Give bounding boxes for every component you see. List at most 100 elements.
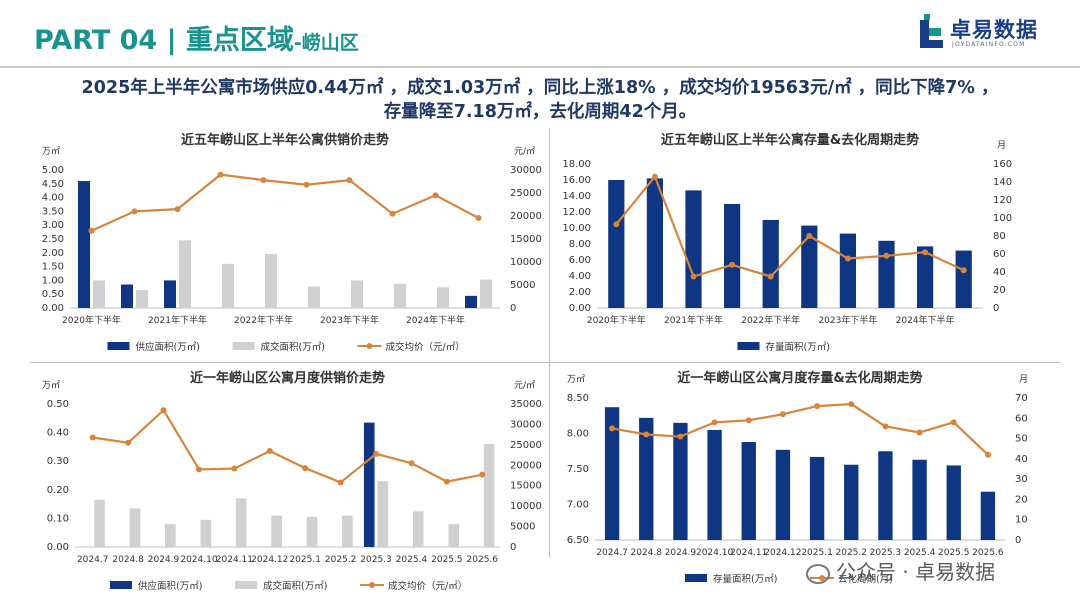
watermark-text: 公众号 · 卓易数据 bbox=[836, 560, 996, 584]
header-rule bbox=[0, 66, 1080, 68]
y2-tick-label: 20 bbox=[993, 285, 1006, 296]
bar bbox=[707, 429, 722, 540]
line-point bbox=[217, 171, 224, 178]
x-tick-label: 2025.2 bbox=[325, 555, 357, 565]
y2-tick-label: 100 bbox=[993, 213, 1012, 224]
y2-tick-label: 30 bbox=[1015, 474, 1028, 485]
line-point bbox=[231, 465, 238, 472]
y2-tick-label: 10000 bbox=[510, 257, 542, 268]
bar bbox=[93, 280, 105, 308]
legend-label: 去化周期(月) bbox=[838, 573, 893, 585]
y2-tick-label: 60 bbox=[1015, 413, 1028, 424]
bar bbox=[762, 220, 779, 308]
y-axis-label: 万㎡ bbox=[42, 146, 60, 157]
bar bbox=[465, 295, 477, 308]
y2-tick-label: 160 bbox=[993, 159, 1012, 170]
bar bbox=[179, 240, 191, 308]
bar bbox=[608, 180, 625, 308]
y2-tick-label: 120 bbox=[993, 195, 1012, 206]
line-point bbox=[883, 252, 890, 259]
bar bbox=[844, 464, 859, 540]
x-tick-label: 2022年下半年 bbox=[234, 314, 293, 326]
legend-marker bbox=[369, 582, 375, 588]
legend-swatch bbox=[685, 574, 707, 582]
y2-tick-label: 30000 bbox=[510, 165, 542, 176]
y-tick-label: 0.40 bbox=[47, 428, 69, 439]
y-tick-label: 0.00 bbox=[569, 303, 591, 314]
section-title: 重点区域 bbox=[185, 25, 294, 56]
bar bbox=[741, 442, 756, 540]
x-tick-label: 2024.11 bbox=[216, 555, 253, 565]
legend-label: 成交均价（元/㎡） bbox=[386, 341, 465, 353]
y2-axis-label: 月 bbox=[997, 140, 1006, 151]
line-point bbox=[195, 466, 202, 473]
y-tick-label: 4.00 bbox=[569, 271, 591, 282]
line-point bbox=[303, 181, 310, 188]
y2-axis-label: 元/㎡ bbox=[514, 146, 535, 157]
line-point bbox=[89, 434, 96, 441]
y-tick-label: 5.00 bbox=[42, 165, 64, 176]
y-tick-label: 6.00 bbox=[569, 255, 591, 266]
y2-tick-label: 35000 bbox=[510, 399, 542, 410]
bar bbox=[121, 284, 133, 308]
line-point bbox=[174, 206, 181, 213]
line-point bbox=[950, 419, 957, 426]
x-tick-label: 2025.5 bbox=[431, 555, 463, 565]
bar bbox=[646, 178, 664, 308]
part-label: PART 04 bbox=[34, 25, 158, 56]
x-tick-label: 2023年下半年 bbox=[818, 314, 877, 326]
legend-swatch bbox=[232, 342, 255, 350]
bar bbox=[801, 225, 818, 308]
x-tick-label: 2024.9 bbox=[148, 555, 180, 565]
bar bbox=[878, 240, 895, 308]
bar bbox=[685, 190, 702, 308]
y2-tick-label: 0 bbox=[510, 542, 516, 553]
bar bbox=[129, 508, 141, 547]
y-tick-label: 7.00 bbox=[567, 500, 589, 511]
line-point bbox=[609, 425, 616, 432]
y-tick-label: 6.50 bbox=[567, 535, 589, 546]
bar bbox=[946, 465, 961, 540]
line-point bbox=[677, 433, 684, 440]
y-tick-label: 0.50 bbox=[42, 289, 64, 300]
y2-tick-label: 15000 bbox=[510, 481, 542, 492]
y2-tick-label: 0 bbox=[993, 303, 999, 314]
x-tick-label: 2025.3 bbox=[360, 555, 392, 565]
line-point bbox=[814, 403, 821, 410]
line-point bbox=[960, 267, 967, 274]
bar bbox=[271, 515, 282, 547]
y2-tick-label: 10000 bbox=[510, 501, 542, 512]
y-tick-label: 2.00 bbox=[42, 248, 64, 259]
y2-tick-label: 50 bbox=[1015, 434, 1028, 445]
line-point bbox=[346, 177, 353, 184]
y2-tick-label: 10 bbox=[1015, 515, 1028, 526]
y-tick-label: 8.00 bbox=[569, 239, 591, 250]
x-tick-label: 2025.4 bbox=[396, 555, 428, 565]
line-point bbox=[643, 431, 650, 438]
x-tick-label: 2024.10 bbox=[180, 555, 217, 565]
x-tick-label: 2024年下半年 bbox=[406, 314, 465, 326]
y2-tick-label: 0 bbox=[1015, 535, 1021, 546]
x-tick-label: 2024.10 bbox=[696, 548, 733, 558]
y-axis-label: 万㎡ bbox=[567, 374, 585, 385]
chart-title: 近五年崂山区上半年公寓供销价走势 bbox=[181, 132, 389, 148]
line-point bbox=[745, 417, 752, 424]
y-tick-label: 1.00 bbox=[42, 275, 64, 286]
bar bbox=[222, 263, 234, 308]
line-point bbox=[613, 221, 620, 228]
bar bbox=[394, 283, 406, 308]
legend-label: 存量面积(万㎡) bbox=[713, 573, 777, 585]
chart-inventory-cycle-5yr: 近五年崂山区上半年公寓存量&去化周期走势 月 0.00 2.00 4.00 6.00 8.0… bbox=[562, 132, 1012, 353]
y2-tick-label: 5000 bbox=[510, 522, 535, 533]
bar bbox=[308, 286, 320, 308]
section-subtitle: -崂山区 bbox=[293, 32, 359, 54]
y2-axis-label: 月 bbox=[1019, 374, 1028, 385]
bar bbox=[448, 524, 459, 547]
line-point bbox=[373, 450, 380, 457]
x-tick-label: 2025.2 bbox=[836, 548, 868, 558]
y2-tick-label: 5000 bbox=[510, 280, 535, 291]
line-point bbox=[711, 419, 718, 426]
line-point bbox=[806, 233, 813, 239]
bar bbox=[235, 498, 247, 547]
line-point bbox=[266, 447, 273, 454]
